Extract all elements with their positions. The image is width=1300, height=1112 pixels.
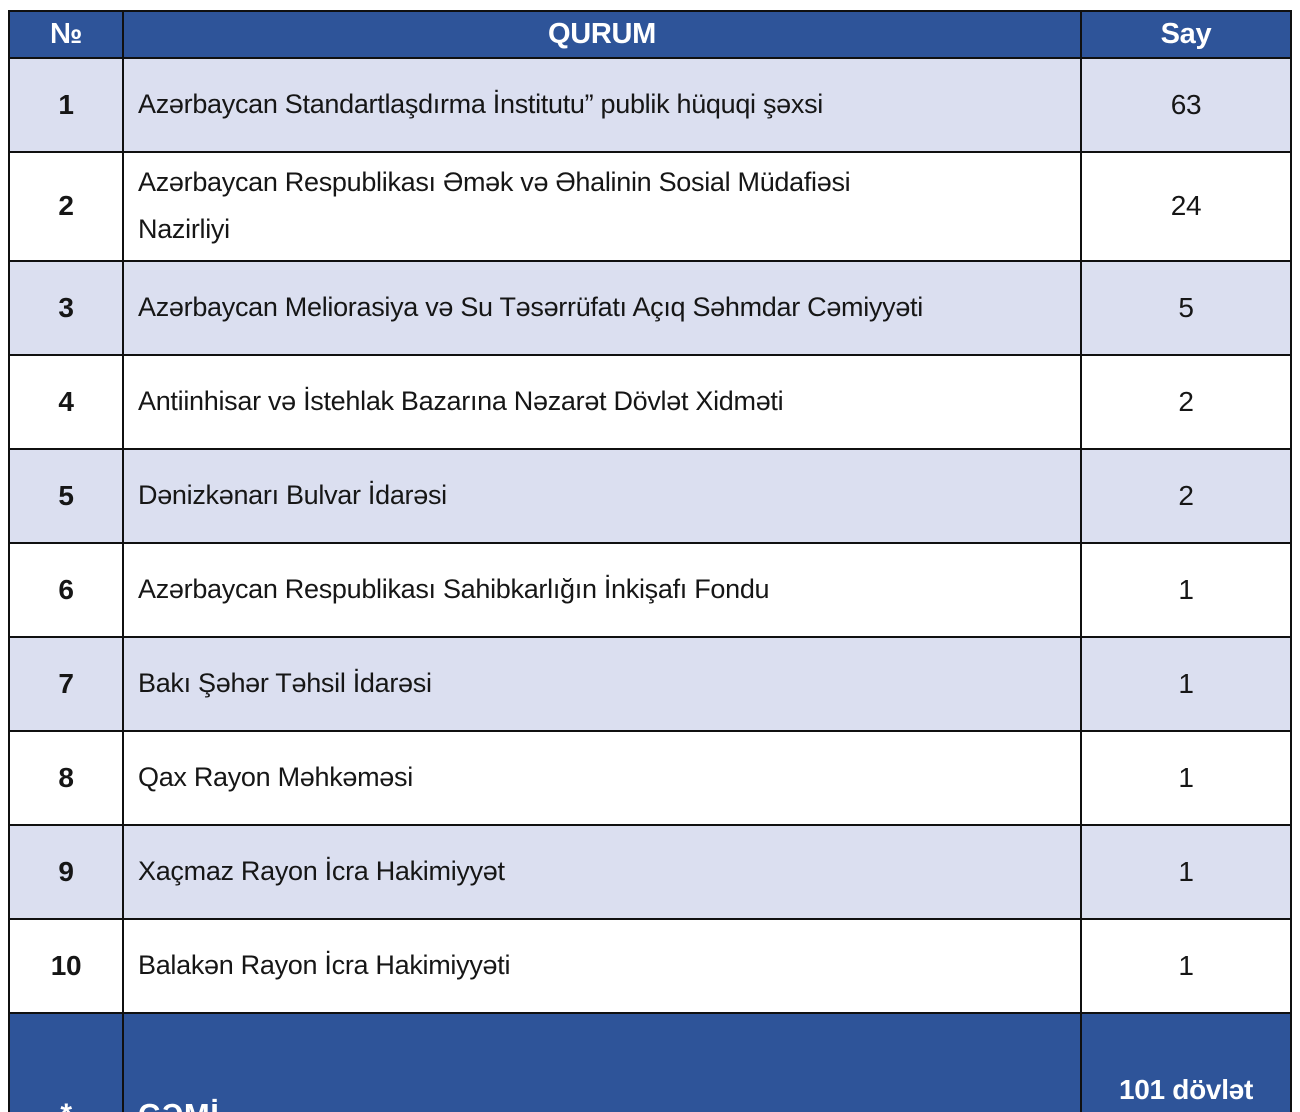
qurum-cell: Balakən Rayon İcra Hakimiyyəti [122, 917, 1082, 1014]
table-row: 9 Xaçmaz Rayon İcra Hakimiyyət 1 [8, 823, 1292, 920]
table-row: 8 Qax Rayon Məhkəməsi 1 [8, 729, 1292, 826]
header-row: № QURUM Say [8, 10, 1292, 59]
table-row: 1 Azərbaycan Standartlaşdırma İnstitutu”… [8, 57, 1292, 153]
say-cell: 1 [1080, 917, 1292, 1014]
qurum-cell: Antiinhisar və İstehlak Bazarına Nəzarət… [122, 353, 1082, 450]
say-cell: 2 [1080, 447, 1292, 544]
qurum-cell: Azərbaycan Meliorasiya və Su Təsərrüfatı… [122, 259, 1082, 356]
table-body: 1 Azərbaycan Standartlaşdırma İnstitutu”… [8, 57, 1292, 1014]
qurum-cell: Dənizkənarı Bulvar İdarəsi [122, 447, 1082, 544]
table-row: 3 Azərbaycan Meliorasiya və Su Təsərrüfa… [8, 259, 1292, 356]
table-row: 7 Bakı Şəhər Təhsil İdarəsi 1 [8, 635, 1292, 732]
col-header-no: № [8, 10, 124, 59]
total-value-text: 101 dövlət qulluqçusu [1119, 1073, 1253, 1105]
qurum-table: № QURUM Say 1 Azərbaycan Standartlaşdırm… [8, 10, 1292, 1112]
qurum-cell: Azərbaycan Respublikası Əmək və Əhalinin… [122, 151, 1082, 262]
col-header-qurum: QURUM [122, 10, 1082, 59]
total-value-cell: 101 dövlət qulluqçusu [1080, 1011, 1292, 1112]
row-number-cell: 3 [8, 259, 124, 356]
row-number-cell: 9 [8, 823, 124, 920]
row-number-cell: 2 [8, 151, 124, 262]
say-cell: 1 [1080, 635, 1292, 732]
table-row: 6 Azərbaycan Respublikası Sahibkarlığın … [8, 541, 1292, 638]
say-cell: 24 [1080, 151, 1292, 262]
qurum-cell: Azərbaycan Standartlaşdırma İnstitutu” p… [122, 57, 1082, 153]
say-cell: 1 [1080, 729, 1292, 826]
row-number-cell: 6 [8, 541, 124, 638]
say-cell: 2 [1080, 353, 1292, 450]
qurum-cell: Qax Rayon Məhkəməsi [122, 729, 1082, 826]
table-row: 4 Antiinhisar və İstehlak Bazarına Nəzar… [8, 353, 1292, 450]
row-number-cell: 10 [8, 917, 124, 1014]
table-row: 10 Balakən Rayon İcra Hakimiyyəti 1 [8, 917, 1292, 1014]
table-header: № QURUM Say [8, 10, 1292, 59]
qurum-cell: Bakı Şəhər Təhsil İdarəsi [122, 635, 1082, 732]
row-number-cell: 4 [8, 353, 124, 450]
table-row: 5 Dənizkənarı Bulvar İdarəsi 2 [8, 447, 1292, 544]
total-label-cell: CƏMİ [122, 1011, 1082, 1112]
table-footer: * CƏMİ 101 dövlət qulluqçusu [8, 1011, 1292, 1112]
say-cell: 5 [1080, 259, 1292, 356]
total-marker-cell: * [8, 1011, 124, 1112]
table-row: 2 Azərbaycan Respublikası Əmək və Əhalin… [8, 151, 1292, 262]
row-number-cell: 5 [8, 447, 124, 544]
row-number-cell: 7 [8, 635, 124, 732]
col-header-say: Say [1080, 10, 1292, 59]
say-cell: 1 [1080, 541, 1292, 638]
row-number-cell: 1 [8, 57, 124, 153]
qurum-cell: Xaçmaz Rayon İcra Hakimiyyət [122, 823, 1082, 920]
qurum-cell: Azərbaycan Respublikası Sahibkarlığın İn… [122, 541, 1082, 638]
row-number-cell: 8 [8, 729, 124, 826]
say-cell: 1 [1080, 823, 1292, 920]
total-row: * CƏMİ 101 dövlət qulluqçusu [8, 1011, 1292, 1112]
say-cell: 63 [1080, 57, 1292, 153]
